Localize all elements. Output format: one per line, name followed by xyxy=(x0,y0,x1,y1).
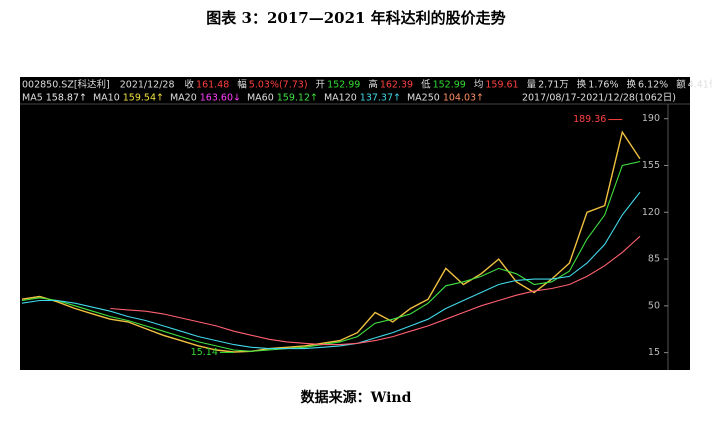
ma-value: 159.12↑ xyxy=(277,93,318,104)
ma-value: 104.03↑ xyxy=(443,93,484,104)
quote-label: 量 xyxy=(527,80,537,91)
date-range: 2017/08/17-2021/12/28(1062日) xyxy=(522,93,676,104)
ma-label: MA20 xyxy=(170,93,197,104)
ma-value: 163.60↓ xyxy=(200,93,241,104)
quote-value: 161.48 xyxy=(196,80,229,91)
quote-label: 低 xyxy=(421,79,431,91)
quote-value: 2.71万 xyxy=(538,80,569,91)
quote-value: 1.76% xyxy=(588,80,618,91)
ma-label: MA5 xyxy=(22,93,43,104)
quote-value: 4.41亿 xyxy=(688,79,712,91)
quote-label: 高 xyxy=(368,79,378,91)
ma-value: 137.37↑ xyxy=(360,93,401,104)
annotation: 189.36 xyxy=(573,114,606,125)
annotation: 15.14 xyxy=(191,347,218,358)
quote-label: 换 xyxy=(577,79,587,91)
series-line xyxy=(21,160,641,352)
quote-label: 收 xyxy=(185,79,195,91)
quote-label: 均 xyxy=(474,79,484,91)
quote-label: 换 xyxy=(626,79,636,91)
y-tick-label: 85 xyxy=(648,254,660,265)
quote-label: 幅 xyxy=(237,79,247,91)
quote-value: 159.61 xyxy=(485,80,518,91)
series-line xyxy=(21,191,641,350)
ma-label: MA250 xyxy=(407,93,440,104)
y-tick-label: 15 xyxy=(648,347,660,358)
series-line xyxy=(110,235,641,346)
y-tick-label: 155 xyxy=(642,160,660,171)
quote-label: 开 xyxy=(316,80,326,91)
y-tick-label: 120 xyxy=(642,207,660,218)
quote-value: 152.99 xyxy=(327,80,360,91)
ma-value: 158.87↑ xyxy=(46,93,87,104)
ma-label: MA60 xyxy=(247,93,274,104)
title: 图表 3：2017—2021 年科达利的股价走势 xyxy=(206,9,505,27)
y-tick-label: 190 xyxy=(642,113,660,124)
quote-value: 5.03%(7.73) xyxy=(249,80,308,91)
quote-value: 6.12% xyxy=(638,80,668,91)
ma-value: 159.54↑ xyxy=(123,93,164,104)
y-tick-label: 50 xyxy=(648,300,660,311)
quote-value: 162.39 xyxy=(380,80,413,91)
quote-date: 2021/12/28 xyxy=(120,80,175,91)
source: 数据来源：Wind xyxy=(301,389,412,406)
stock-code: 002850.SZ[科达利] xyxy=(22,79,110,91)
ma-label: MA10 xyxy=(93,93,120,104)
quote-value: 152.99 xyxy=(433,80,466,91)
quote-label: 额 xyxy=(676,79,686,91)
ma-label: MA120 xyxy=(324,93,357,104)
